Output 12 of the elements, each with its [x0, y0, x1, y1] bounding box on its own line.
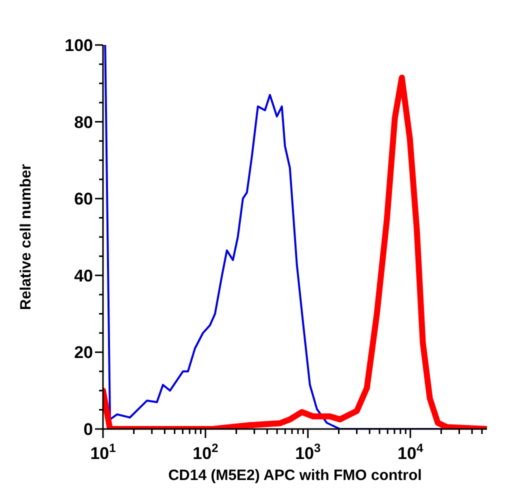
y-tick-label: 40	[74, 266, 93, 286]
x-tick-label: 10$^{4}$	[398, 441, 424, 463]
x-tick-label: 10$^{1}$	[90, 441, 116, 463]
y-tick-label: 20	[74, 343, 93, 362]
x-axis-title: CD14 (M5E2) APC with FMO control	[168, 467, 422, 484]
y-tick-label: 0	[84, 420, 93, 439]
y-tick-label: 80	[74, 112, 93, 132]
y-tick-label: 100	[64, 36, 93, 55]
x-tick-label: 10$^{3}$	[295, 441, 322, 463]
y-axis-title: Relative cell number	[17, 164, 34, 310]
x-tick-label: 10$^{2}$	[192, 441, 219, 463]
y-tick-label: 60	[74, 190, 93, 209]
